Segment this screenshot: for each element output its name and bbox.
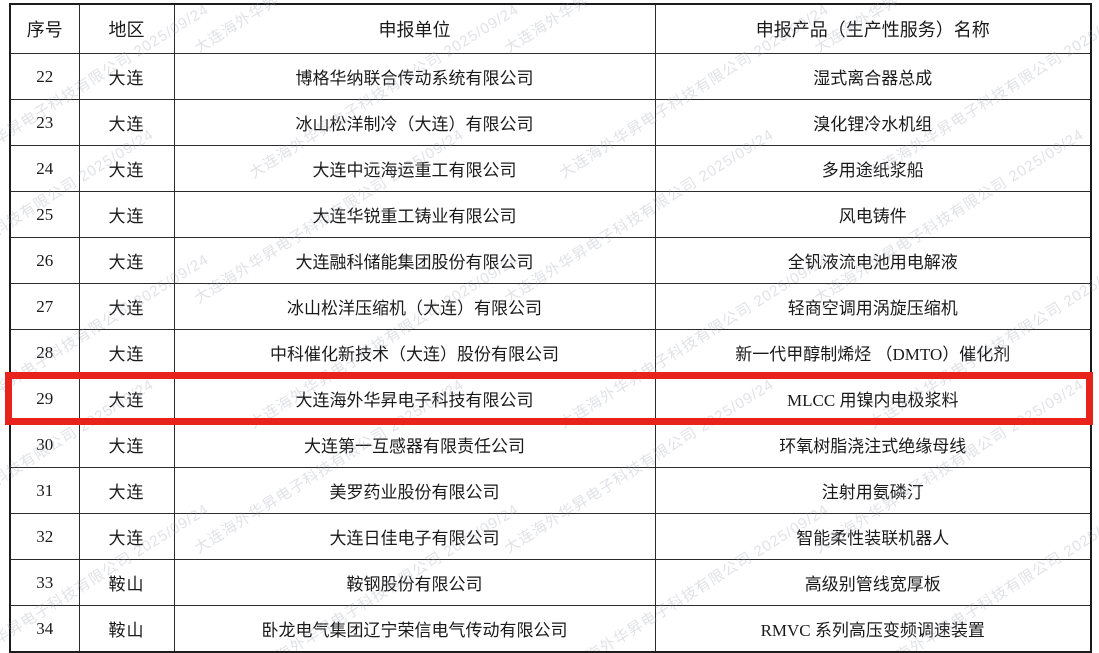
row-seq: 28 — [9, 329, 80, 376]
table-row: 26 大连 大连融科储能集团股份有限公司 全钒液流电池用电解液 — [9, 237, 1092, 284]
row-product: 多用途纸浆船 — [654, 145, 1092, 192]
document-table-container: 序号 地区 申报单位 申报产品（生产性服务）名称 22 大连 博格华纳联合传动系统有… — [9, 3, 1092, 653]
row-area: 大连 — [78, 467, 175, 514]
table-row: 23 大连 冰山松洋制冷（大连）有限公司 溴化锂冷水机组 — [9, 99, 1092, 146]
row-unit: 冰山松洋压缩机（大连）有限公司 — [173, 283, 656, 330]
row-unit: 卧龙电气集团辽宁荣信电气传动有限公司 — [173, 605, 656, 653]
row-unit: 博格华纳联合传动系统有限公司 — [173, 53, 656, 100]
row-area: 大连 — [78, 283, 175, 330]
row-seq: 30 — [9, 421, 80, 468]
row-area: 大连 — [78, 375, 175, 422]
row-area: 大连 — [78, 191, 175, 238]
row-seq: 24 — [9, 145, 80, 192]
column-header-product: 申报产品（生产性服务）名称 — [654, 3, 1092, 54]
row-unit: 大连中远海运重工有限公司 — [173, 145, 656, 192]
row-product: RMVC 系列高压变频调速装置 — [654, 605, 1092, 653]
row-product: 智能柔性装联机器人 — [654, 513, 1092, 560]
row-area: 大连 — [78, 53, 175, 100]
row-product: 全钒液流电池用电解液 — [654, 237, 1092, 284]
row-unit: 大连海外华昇电子科技有限公司 — [173, 375, 656, 422]
row-product: 高级别管线宽厚板 — [654, 559, 1092, 606]
row-product: 轻商空调用涡旋压缩机 — [654, 283, 1092, 330]
row-seq: 25 — [9, 191, 80, 238]
row-area: 大连 — [78, 513, 175, 560]
table-row: 28 大连 中科催化新技术（大连）股份有限公司 新一代甲醇制烯烃 （DMTO）催化剂 — [9, 329, 1092, 376]
row-seq: 22 — [9, 53, 80, 100]
row-unit: 中科催化新技术（大连）股份有限公司 — [173, 329, 656, 376]
column-header-seq: 序号 — [9, 3, 80, 54]
row-product: MLCC 用镍内电极浆料 — [654, 375, 1092, 422]
row-unit: 大连华锐重工铸业有限公司 — [173, 191, 656, 238]
row-area: 鞍山 — [78, 559, 175, 606]
table-row: 31 大连 美罗药业股份有限公司 注射用氨磷汀 — [9, 467, 1092, 514]
table-row: 24 大连 大连中远海运重工有限公司 多用途纸浆船 — [9, 145, 1092, 192]
row-seq: 31 — [9, 467, 80, 514]
row-seq: 27 — [9, 283, 80, 330]
row-seq: 34 — [9, 605, 80, 653]
declaration-table: 序号 地区 申报单位 申报产品（生产性服务）名称 22 大连 博格华纳联合传动系统有… — [9, 3, 1092, 653]
row-product: 环氧树脂浇注式绝缘母线 — [654, 421, 1092, 468]
row-unit: 冰山松洋制冷（大连）有限公司 — [173, 99, 656, 146]
row-area: 大连 — [78, 237, 175, 284]
table-row: 34 鞍山 卧龙电气集团辽宁荣信电气传动有限公司 RMVC 系列高压变频调速装置 — [9, 605, 1092, 653]
table-row: 27 大连 冰山松洋压缩机（大连）有限公司 轻商空调用涡旋压缩机 — [9, 283, 1092, 330]
table-header-row: 序号 地区 申报单位 申报产品（生产性服务）名称 — [9, 3, 1092, 54]
row-unit: 鞍钢股份有限公司 — [173, 559, 656, 606]
row-unit: 大连第一互感器有限责任公司 — [173, 421, 656, 468]
row-area: 大连 — [78, 145, 175, 192]
row-seq: 29 — [9, 375, 80, 422]
row-unit: 美罗药业股份有限公司 — [173, 467, 656, 514]
table-row: 33 鞍山 鞍钢股份有限公司 高级别管线宽厚板 — [9, 559, 1092, 606]
table-header: 序号 地区 申报单位 申报产品（生产性服务）名称 — [9, 3, 1092, 54]
row-unit: 大连日佳电子有限公司 — [173, 513, 656, 560]
column-header-area: 地区 — [78, 3, 175, 54]
row-product: 风电铸件 — [654, 191, 1092, 238]
row-product: 溴化锂冷水机组 — [654, 99, 1092, 146]
table-row: 30 大连 大连第一互感器有限责任公司 环氧树脂浇注式绝缘母线 — [9, 421, 1092, 468]
row-product: 新一代甲醇制烯烃 （DMTO）催化剂 — [654, 329, 1092, 376]
row-area: 大连 — [78, 421, 175, 468]
row-seq: 33 — [9, 559, 80, 606]
table-row: 22 大连 博格华纳联合传动系统有限公司 湿式离合器总成 — [9, 53, 1092, 100]
table-row: 29 大连 大连海外华昇电子科技有限公司 MLCC 用镍内电极浆料 — [9, 375, 1092, 422]
table-row: 25 大连 大连华锐重工铸业有限公司 风电铸件 — [9, 191, 1092, 238]
row-area: 大连 — [78, 329, 175, 376]
row-unit: 大连融科储能集团股份有限公司 — [173, 237, 656, 284]
row-product: 湿式离合器总成 — [654, 53, 1092, 100]
row-area: 大连 — [78, 99, 175, 146]
table-row: 32 大连 大连日佳电子有限公司 智能柔性装联机器人 — [9, 513, 1092, 560]
column-header-unit: 申报单位 — [173, 3, 656, 54]
row-area: 鞍山 — [78, 605, 175, 653]
table-body: 22 大连 博格华纳联合传动系统有限公司 湿式离合器总成 23 大连 冰山松洋制冷（大连）有… — [9, 53, 1092, 653]
row-seq: 32 — [9, 513, 80, 560]
row-seq: 26 — [9, 237, 80, 284]
row-seq: 23 — [9, 99, 80, 146]
row-product: 注射用氨磷汀 — [654, 467, 1092, 514]
